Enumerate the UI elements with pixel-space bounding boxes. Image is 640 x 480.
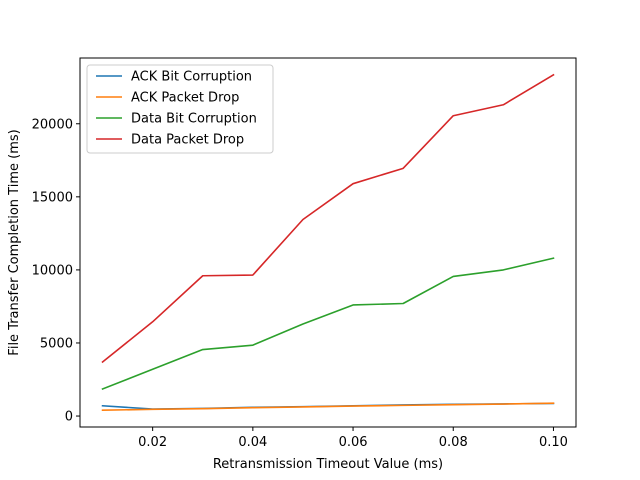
- series-line-4: [101, 73, 555, 364]
- legend-label-2: ACK Packet Drop: [131, 91, 239, 106]
- plot-area-frame: [79, 57, 577, 428]
- y-tick-label: 0: [65, 410, 73, 425]
- legend-box: [86, 64, 274, 154]
- legend-label-3: Data Bit Corruption: [131, 112, 257, 127]
- x-tick-label: 0.04: [238, 435, 267, 450]
- y-tick-label: 5000: [40, 336, 73, 351]
- x-axis: 0.02 0.04 0.06 0.08 0.10: [138, 427, 568, 450]
- y-axis-label: File Transfer Completion Time (ms): [7, 129, 22, 355]
- x-axis-label: Retransmission Timeout Value (ms): [213, 457, 443, 472]
- x-tick-label: 0.08: [439, 435, 468, 450]
- y-axis: 0 5000 10000 15000 20000: [32, 117, 80, 425]
- series-line-3: [101, 257, 555, 391]
- series-lines: [101, 73, 555, 412]
- y-tick-label: 10000: [32, 263, 73, 278]
- legend: ACK Bit Corruption ACK Packet Drop Data Bi…: [86, 64, 274, 154]
- x-tick-label: 0.10: [539, 435, 568, 450]
- series-line-2: [101, 402, 555, 412]
- legend-label-1: ACK Bit Corruption: [131, 70, 252, 85]
- x-tick-label: 0.02: [138, 435, 167, 450]
- y-tick-label: 20000: [32, 117, 73, 132]
- legend-label-4: Data Packet Drop: [131, 133, 244, 148]
- x-tick-label: 0.06: [339, 435, 368, 450]
- y-tick-label: 15000: [32, 190, 73, 205]
